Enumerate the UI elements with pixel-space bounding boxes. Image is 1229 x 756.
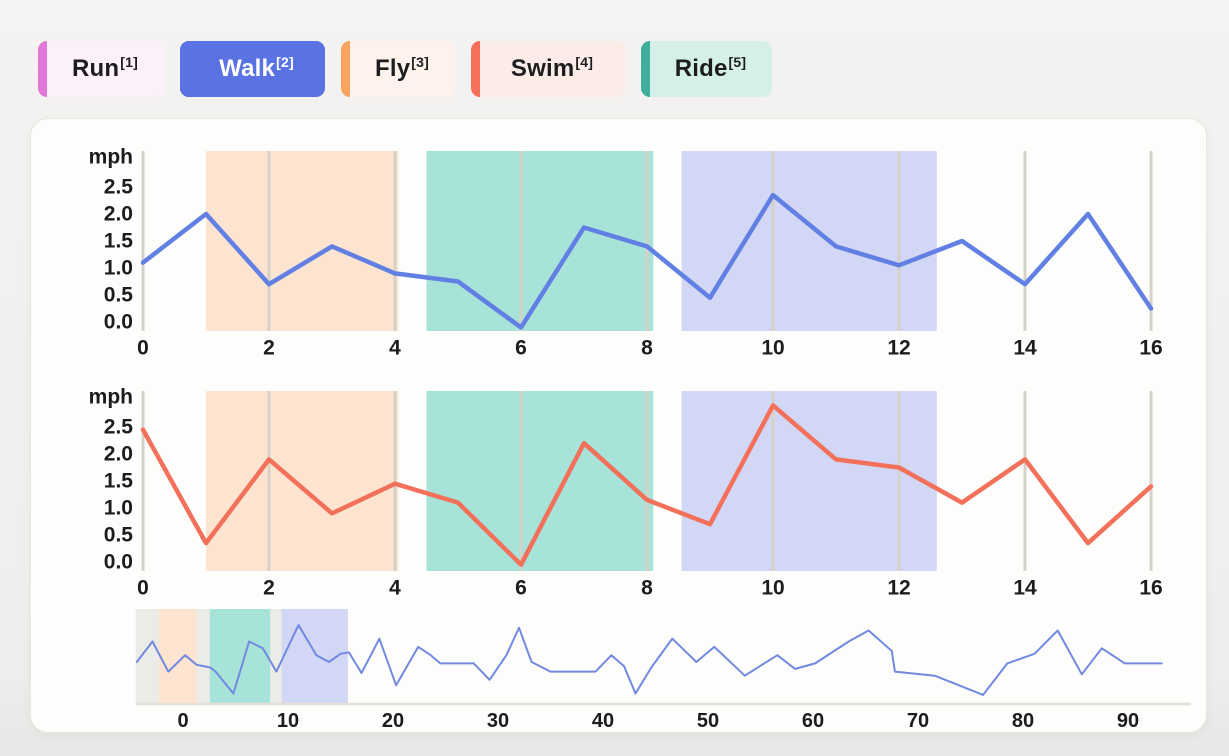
- legend-hotkey: [3]: [411, 54, 429, 70]
- x-tick-label: 6: [515, 337, 527, 360]
- x-tick-label: 4: [389, 577, 401, 600]
- x-tick-label: 14: [1013, 577, 1037, 600]
- x-tick-label: 16: [1139, 577, 1162, 600]
- y-tick-label: 2.5: [104, 176, 134, 199]
- legend-label-text: Run: [72, 55, 120, 82]
- x-tick-label: 0: [137, 577, 149, 600]
- legend-label-text: Swim: [510, 55, 575, 82]
- walk-speed-chart: 0 2 4 6 8 10 12 14 16 0.0 0.5 1.0 1.5 2.0 2.5 mph: [89, 146, 1163, 360]
- legend-hotkey: [2]: [276, 54, 294, 70]
- x-tick-label: 14: [1013, 337, 1037, 360]
- x-tick-label: 10: [761, 337, 784, 360]
- legend-color-bar: [38, 41, 47, 97]
- ride-region-highlight: [426, 151, 654, 331]
- x-tick-label: 20: [382, 710, 404, 732]
- walk-region-highlight: [681, 391, 937, 571]
- legend-hotkey: [5]: [728, 54, 747, 70]
- fly-region-highlight: [206, 151, 399, 331]
- x-tick-label: 12: [887, 577, 910, 600]
- legend-label-text: Ride: [674, 55, 728, 82]
- legend-label: Run[1]: [72, 54, 138, 83]
- legend-hotkey: [4]: [575, 54, 594, 70]
- walk-speed-line: [140, 192, 1154, 330]
- x-tick-label: 8: [641, 577, 653, 600]
- legend-label: Swim[4]: [510, 54, 594, 83]
- x-tick-label: 90: [1117, 710, 1139, 732]
- y-tick-label: 0.0: [104, 551, 133, 574]
- y-tick-label: 1.0: [104, 257, 133, 280]
- y-tick-label: 2.0: [104, 443, 133, 466]
- y-tick-label: 0.0: [104, 311, 133, 334]
- x-tick-label: 40: [592, 710, 614, 732]
- x-tick-label: 8: [641, 337, 653, 360]
- legend-item-fly[interactable]: Fly[3]: [341, 41, 455, 97]
- x-tick-label: 80: [1012, 710, 1034, 732]
- y-tick-label: 0.5: [104, 284, 134, 307]
- y-tick-label: 1.0: [104, 497, 133, 520]
- legend-color-bar: [180, 41, 189, 97]
- x-tick-label: 0: [137, 337, 149, 360]
- timeline-navigator-line: [135, 624, 1163, 696]
- y-axis-unit-label: mph: [89, 146, 133, 169]
- x-tick-label: 0: [177, 710, 188, 732]
- legend-color-bar: [341, 41, 350, 97]
- charts-canvas: 0 2 4 6 8 10 12 14 16 0.0 0.5 1.0 1.5 2.0 2.5 mph 0 2 4 6 8…: [89, 146, 1191, 732]
- swim-speed-line: [140, 403, 1154, 567]
- x-tick-label: 12: [887, 337, 910, 360]
- legend-item-run[interactable]: Run[1]: [38, 41, 164, 97]
- walk-region-highlight: [681, 151, 937, 331]
- x-tick-label: 4: [389, 337, 401, 360]
- ride-region-highlight: [209, 609, 271, 703]
- swim-speed-chart: 0 2 4 6 8 10 12 14 16 0.0 0.5 1.0 1.5 2.0 2.5 mph: [89, 386, 1163, 600]
- fly-region-highlight: [158, 609, 197, 703]
- y-tick-label: 1.5: [104, 470, 134, 493]
- legend-label-text: Fly: [375, 55, 411, 82]
- x-tick-label: 2: [263, 337, 275, 360]
- x-tick-label: 16: [1139, 337, 1162, 360]
- legend-label: Ride[5]: [674, 54, 747, 83]
- legend-label: Fly[3]: [375, 54, 429, 83]
- x-tick-label: 6: [515, 577, 527, 600]
- legend-item-walk[interactable]: Walk[2]: [180, 41, 325, 97]
- x-tick-label: 50: [697, 710, 719, 732]
- x-tick-label: 2: [263, 577, 275, 600]
- y-tick-label: 0.5: [104, 524, 134, 547]
- legend-item-swim[interactable]: Swim[4]: [471, 41, 625, 97]
- legend: Run[1] Walk[2] Fly[3] Swim[4] Ride[5]: [38, 41, 772, 97]
- legend-label-text: Walk: [219, 55, 276, 82]
- y-tick-label: 2.0: [104, 203, 133, 226]
- x-tick-label: 30: [487, 710, 509, 732]
- y-tick-label: 2.5: [104, 416, 134, 439]
- y-axis-unit-label: mph: [89, 386, 133, 409]
- legend-label: Walk[2]: [219, 54, 294, 83]
- timeline-navigator[interactable]: 0 10 20 30 40 50 60 70 80 90: [135, 609, 1191, 732]
- x-tick-label: 10: [761, 577, 784, 600]
- fly-region-highlight: [206, 391, 399, 571]
- x-tick-label: 60: [802, 710, 824, 732]
- ride-region-highlight: [426, 391, 654, 571]
- legend-hotkey: [1]: [120, 54, 138, 70]
- x-tick-label: 70: [907, 710, 929, 732]
- chart-card: 0 2 4 6 8 10 12 14 16 0.0 0.5 1.0 1.5 2.0 2.5 mph 0 2 4 6 8…: [30, 118, 1207, 733]
- y-tick-label: 1.5: [104, 230, 134, 253]
- legend-color-bar: [471, 41, 480, 97]
- x-tick-label: 10: [277, 710, 299, 732]
- legend-color-bar: [641, 41, 650, 97]
- legend-item-ride[interactable]: Ride[5]: [641, 41, 772, 97]
